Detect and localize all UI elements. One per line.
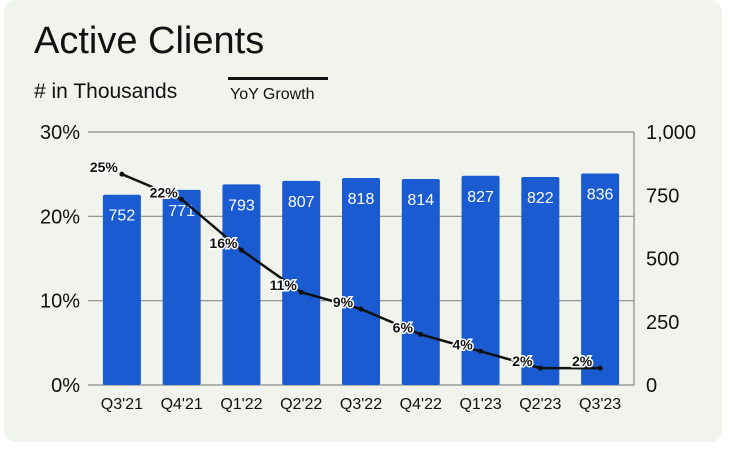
yoy-growth-label: 22%: [150, 184, 179, 200]
yoy-growth-label: 9%: [333, 294, 354, 310]
bar: [581, 173, 620, 385]
bar-value-label: 818: [348, 191, 375, 208]
yoy-growth-point: [179, 196, 185, 202]
bar: [102, 194, 141, 385]
yoy-growth-label: 6%: [393, 319, 414, 335]
x-tick-label: Q3'21: [101, 396, 143, 413]
bar-value-label: 827: [467, 189, 494, 206]
bar-value-label: 807: [288, 194, 315, 211]
bar: [162, 189, 201, 385]
chart-subtitle: # in Thousands: [34, 80, 178, 103]
bar: [401, 179, 440, 385]
x-tick-label: Q3'23: [579, 396, 621, 413]
yoy-growth-point: [537, 365, 543, 371]
yoy-growth-point: [238, 247, 244, 253]
y-right-tick-label: 1,000: [646, 122, 696, 144]
yoy-growth-label: 2%: [572, 353, 593, 369]
yoy-growth-point: [119, 171, 125, 177]
chart-title: Active Clients: [34, 20, 265, 62]
bar-value-label: 814: [407, 192, 434, 209]
yoy-growth-label: 2%: [512, 353, 533, 369]
yoy-growth-point: [478, 348, 484, 354]
bar: [342, 178, 380, 385]
yoy-growth-point: [298, 289, 304, 295]
y-right-tick-label: 250: [646, 312, 679, 334]
y-right-tick-label: 750: [646, 185, 679, 207]
bar-value-label: 752: [109, 208, 136, 225]
yoy-growth-point: [418, 331, 424, 337]
x-tick-label: Q1'23: [459, 396, 501, 413]
bar-value-label: 771: [168, 203, 195, 220]
yoy-growth-label: 4%: [452, 336, 473, 352]
y-left-tick-label: 30%: [40, 122, 80, 144]
x-tick-label: Q4'22: [400, 396, 442, 413]
x-tick-label: Q3'22: [340, 396, 382, 413]
x-tick-label: Q2'23: [519, 396, 561, 413]
yoy-growth-point: [358, 306, 364, 312]
legend-line-swatch: [228, 77, 328, 80]
y-right-tick-label: 0: [646, 375, 657, 397]
x-tick-label: Q2'22: [280, 396, 322, 413]
bar-value-label: 822: [527, 190, 554, 207]
bar: [282, 180, 321, 385]
legend-label-yoy-growth: YoY Growth: [230, 86, 315, 103]
y-left-tick-label: 20%: [40, 206, 80, 228]
yoy-growth-point: [597, 365, 603, 371]
y-right-tick-label: 500: [646, 249, 679, 271]
bar: [461, 175, 500, 385]
bar: [521, 177, 560, 385]
x-tick-label: Q4'21: [161, 396, 203, 413]
bar: [222, 184, 261, 385]
yoy-growth-label: 16%: [209, 235, 238, 251]
y-left-tick-label: 0%: [51, 375, 80, 397]
yoy-growth-label: 25%: [90, 159, 119, 175]
bar-value-label: 836: [587, 186, 614, 203]
bar-value-label: 793: [228, 197, 255, 214]
yoy-growth-label: 11%: [270, 277, 298, 293]
x-tick-label: Q1'22: [220, 396, 262, 413]
y-left-tick-label: 10%: [40, 291, 80, 313]
